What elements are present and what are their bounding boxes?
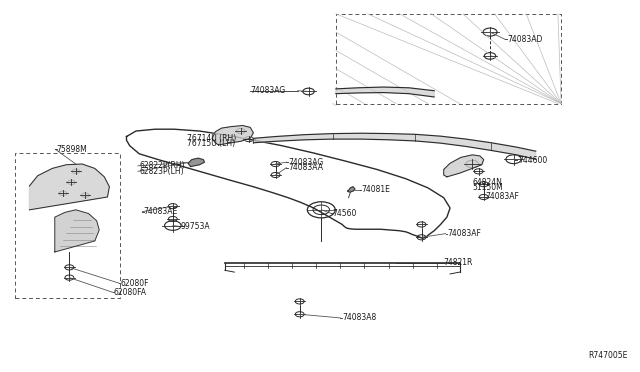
Polygon shape [212, 125, 253, 145]
Text: 74081E: 74081E [361, 185, 390, 194]
Polygon shape [188, 158, 205, 167]
Text: R747005E: R747005E [588, 351, 628, 360]
Polygon shape [336, 87, 434, 97]
Polygon shape [444, 155, 484, 177]
Text: 74083AF: 74083AF [485, 192, 519, 202]
Text: 76714U (RH): 76714U (RH) [187, 134, 236, 143]
Polygon shape [253, 133, 536, 159]
Text: 74083AE: 74083AE [143, 207, 178, 216]
Polygon shape [348, 187, 355, 192]
Polygon shape [55, 210, 99, 252]
Text: 74083AA: 74083AA [288, 163, 323, 172]
Text: 74083AF: 74083AF [447, 229, 481, 238]
Text: 51150M: 51150M [472, 183, 503, 192]
Text: 75898M: 75898M [57, 145, 88, 154]
Text: 74083AG: 74083AG [288, 158, 324, 167]
Text: 74083AG: 74083AG [250, 86, 285, 95]
Text: 62080FA: 62080FA [114, 288, 147, 297]
Text: 62080F: 62080F [120, 279, 148, 288]
Text: 76715U (LH): 76715U (LH) [187, 140, 235, 148]
Text: 74821R: 74821R [444, 259, 473, 267]
Text: 62822P(RH): 62822P(RH) [139, 161, 185, 170]
Text: 74083A8: 74083A8 [342, 314, 376, 323]
Text: 74083AD: 74083AD [507, 35, 543, 44]
Text: 64824N: 64824N [472, 178, 502, 187]
Text: 99753A: 99753A [180, 222, 210, 231]
Polygon shape [29, 164, 109, 210]
Text: 74560: 74560 [333, 209, 357, 218]
Text: 62823P(LH): 62823P(LH) [139, 167, 184, 176]
Text: 744600: 744600 [518, 156, 547, 165]
